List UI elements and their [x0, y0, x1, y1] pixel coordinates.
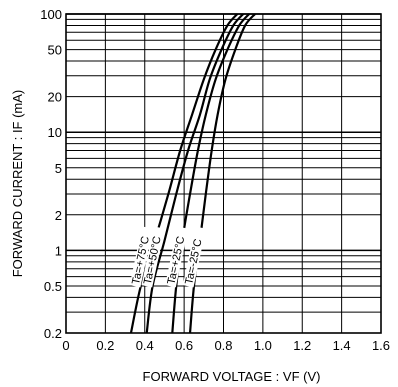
series-label-bg-0	[129, 226, 153, 288]
y-tick-label-5: 10	[48, 125, 62, 140]
y-tick-labels: 0.2 0.5 1 2 5 10 20 50 100	[40, 7, 62, 341]
x-axis-label: FORWARD VOLTAGE : VF (V)	[143, 369, 321, 384]
series-curve-1	[145, 13, 245, 334]
chart-grid	[65, 13, 382, 334]
x-tick-labels: 0 0.2 0.4 0.6 0.8 1.0 1.2 1.4 1.6	[62, 338, 390, 353]
series-label-bg-3	[182, 226, 206, 288]
series-label-bg-2	[165, 226, 189, 288]
y-tick-label-6: 20	[48, 90, 62, 105]
y-tick-label-4: 5	[55, 161, 62, 176]
x-tick-label-2: 0.4	[136, 338, 154, 353]
y-tick-label-7: 50	[48, 43, 62, 58]
x-tick-label-7: 1.4	[333, 338, 351, 353]
series-label-bg-1	[141, 226, 165, 288]
x-tick-label-0: 0	[62, 338, 69, 353]
x-tick-label-6: 1.2	[293, 338, 311, 353]
y-tick-label-8: 100	[40, 7, 62, 22]
x-tick-label-3: 0.6	[175, 338, 193, 353]
x-tick-label-5: 1.0	[254, 338, 272, 353]
plot-frame	[65, 13, 382, 334]
y-tick-label-1: 0.5	[44, 279, 62, 294]
x-tick-label-8: 1.6	[372, 338, 390, 353]
y-tick-label-0: 0.2	[44, 326, 62, 341]
y-tick-label-3: 2	[55, 208, 62, 223]
x-tick-label-1: 0.2	[96, 338, 114, 353]
series-labels: Ta=+75°CTa=+50°C Ta=+25°CTa=-25°C	[129, 226, 206, 288]
x-tick-label-4: 0.8	[214, 338, 232, 353]
y-axis-label: FORWARD CURRENT : IF (mA)	[10, 90, 25, 278]
y-tick-label-2: 1	[55, 243, 62, 258]
